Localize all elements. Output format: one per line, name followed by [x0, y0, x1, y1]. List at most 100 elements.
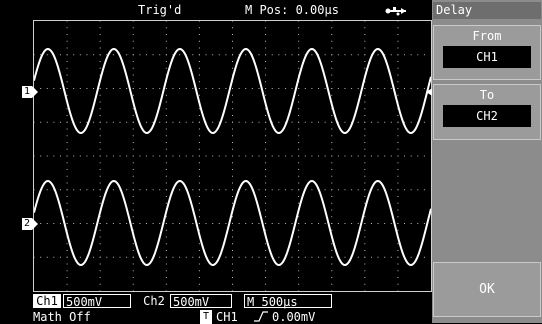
grid-dot — [198, 283, 200, 285]
grid-dot — [331, 175, 333, 177]
grid-dot — [198, 243, 200, 245]
grid-dot — [106, 121, 108, 123]
ch2-label[interactable]: Ch2 — [143, 294, 165, 308]
grid-dot — [93, 54, 95, 56]
grid-dot — [298, 216, 300, 218]
grid-dot — [126, 54, 128, 56]
grid-dot — [232, 162, 233, 164]
grid-dot — [397, 229, 399, 231]
timebase-label: M — [247, 295, 255, 309]
grid-dot — [265, 88, 267, 89]
from-option-button[interactable]: From CH1 — [433, 25, 541, 80]
grid-dot — [198, 148, 200, 150]
grid-dot — [258, 88, 260, 89]
grid-dot — [165, 182, 167, 184]
grid-dot — [232, 61, 233, 62]
grid-dot — [46, 223, 48, 224]
grid-dot — [53, 256, 55, 258]
grid-dot — [278, 54, 280, 56]
grid-dot — [291, 223, 293, 224]
grid-dot — [397, 74, 399, 76]
grid-dot — [165, 189, 167, 191]
grid-dot — [298, 189, 300, 191]
grid-dot — [112, 189, 114, 191]
grid-dot — [298, 202, 300, 204]
grid-dot — [66, 81, 68, 83]
trigger-status: Trig'd — [138, 3, 182, 17]
grid-dot — [212, 223, 214, 224]
grid-dot — [139, 54, 141, 56]
grid-dot — [159, 155, 161, 157]
math-status[interactable]: Math Off — [33, 310, 91, 324]
grid-dot — [397, 81, 399, 83]
grid-dot — [423, 121, 425, 123]
grid-dot — [205, 88, 207, 89]
grid-dot — [198, 223, 200, 224]
grid-dot — [152, 189, 154, 191]
grid-dot — [66, 135, 68, 137]
grid-dot — [99, 74, 101, 76]
grid-dot — [364, 54, 366, 56]
grid-dot — [212, 54, 214, 56]
grid-dot — [364, 277, 366, 278]
grid-dot — [106, 155, 108, 157]
grid-dot — [212, 256, 214, 258]
ch2-ground-marker[interactable]: 2 — [22, 218, 32, 230]
grid-dot — [73, 223, 75, 224]
grid-dot — [99, 270, 101, 272]
grid-dot — [165, 88, 167, 89]
grid-dot — [205, 223, 207, 224]
grid-dot — [232, 250, 233, 251]
grid-dot — [364, 27, 366, 29]
grid-dot — [331, 115, 333, 116]
grid-dot — [238, 54, 240, 56]
grid-dot — [291, 155, 293, 157]
grid-dot — [46, 256, 48, 258]
grid-dot — [265, 243, 267, 245]
grid-dot — [278, 189, 280, 191]
grid-dot — [324, 54, 326, 56]
grid-dot — [318, 88, 320, 89]
grid-dot — [284, 54, 286, 56]
grid-dot — [86, 189, 88, 191]
grid-dot — [265, 54, 267, 56]
grid-dot — [198, 216, 200, 218]
grid-dot — [99, 202, 101, 204]
grid-dot — [112, 54, 114, 56]
grid-dot — [165, 283, 167, 285]
ch2-waveform — [34, 179, 431, 267]
grid-dot — [99, 128, 101, 130]
grid-dot — [40, 121, 42, 123]
horizontal-position: M Pos: 0.00μs — [245, 3, 339, 17]
grid-dot — [99, 283, 101, 285]
grid-dot — [198, 81, 200, 83]
grid-dot — [397, 27, 399, 29]
ch1-marker-arrow — [32, 86, 38, 98]
grid-dot — [265, 250, 267, 251]
grid-dot — [271, 155, 273, 157]
grid-dot — [66, 189, 68, 191]
grid-dot — [212, 121, 214, 123]
grid-dot — [397, 196, 399, 197]
grid-dot — [331, 74, 333, 76]
ch1-label[interactable]: Ch1 — [33, 294, 61, 308]
grid-dot — [99, 101, 101, 103]
grid-dot — [232, 135, 233, 137]
grid-dot — [364, 47, 366, 49]
grid-dot — [165, 74, 167, 76]
ch1-ground-marker[interactable]: 1 — [22, 86, 32, 98]
grid-dot — [198, 250, 200, 251]
grid-dot — [311, 256, 313, 258]
grid-dot — [225, 155, 227, 157]
grid-dot — [265, 67, 267, 69]
grid-dot — [357, 121, 359, 123]
grid-dot — [423, 256, 425, 258]
grid-dot — [66, 290, 68, 291]
grid-dot — [238, 121, 240, 123]
grid-dot — [331, 229, 333, 231]
to-option-button[interactable]: To CH2 — [433, 84, 541, 140]
ok-button[interactable]: OK — [433, 262, 541, 317]
timebase-box[interactable]: M 500μs — [244, 294, 332, 309]
grid-dot — [198, 40, 200, 42]
grid-dot — [337, 155, 339, 157]
